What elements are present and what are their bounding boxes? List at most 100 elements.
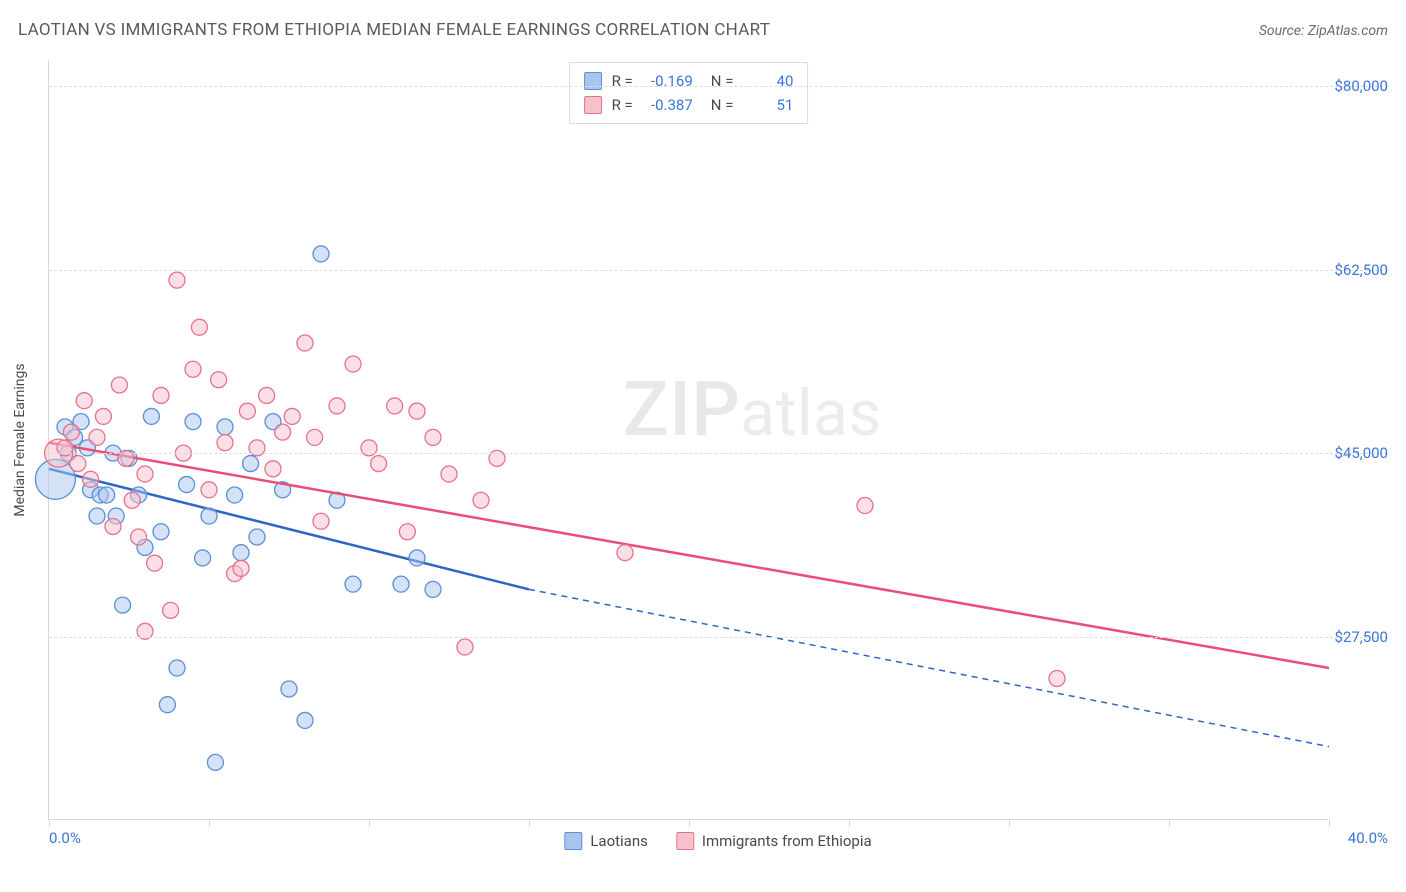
x-tick bbox=[209, 819, 210, 827]
y-tick-label: $80,000 bbox=[1334, 77, 1388, 95]
data-point bbox=[201, 482, 217, 498]
data-point bbox=[345, 576, 361, 592]
legend-top: R =-0.169N =40R =-0.387N =51 bbox=[569, 62, 809, 124]
data-point bbox=[387, 398, 403, 414]
data-point bbox=[111, 377, 127, 393]
data-point bbox=[371, 456, 387, 472]
data-point bbox=[207, 754, 223, 770]
x-tick bbox=[369, 819, 370, 827]
n-value: 51 bbox=[743, 93, 793, 117]
y-axis-label: Median Female Earnings bbox=[12, 363, 28, 516]
n-value: 40 bbox=[743, 69, 793, 93]
x-tick bbox=[689, 819, 690, 827]
legend-top-row: R =-0.387N =51 bbox=[584, 93, 794, 117]
legend-label: Immigrants from Ethiopia bbox=[702, 832, 872, 850]
x-tick bbox=[529, 819, 530, 827]
data-point bbox=[617, 545, 633, 561]
data-point bbox=[297, 335, 313, 351]
legend-bottom: Laotians Immigrants from Ethiopia bbox=[564, 832, 871, 850]
legend-swatch bbox=[564, 832, 582, 850]
data-point bbox=[345, 356, 361, 372]
data-point bbox=[70, 456, 86, 472]
data-point bbox=[233, 545, 249, 561]
data-point bbox=[124, 492, 140, 508]
r-value: -0.169 bbox=[643, 69, 693, 93]
data-point bbox=[393, 576, 409, 592]
data-point bbox=[239, 403, 255, 419]
data-point bbox=[99, 487, 115, 503]
data-point bbox=[95, 408, 111, 424]
data-point bbox=[169, 272, 185, 288]
y-tick-label: $62,500 bbox=[1334, 261, 1388, 279]
legend-bottom-item: Immigrants from Ethiopia bbox=[676, 832, 872, 850]
grid-line bbox=[49, 637, 1388, 638]
x-tick bbox=[49, 819, 50, 827]
data-point bbox=[227, 487, 243, 503]
n-label: N = bbox=[711, 93, 734, 117]
data-point bbox=[329, 398, 345, 414]
data-point bbox=[281, 681, 297, 697]
legend-label: Laotians bbox=[590, 832, 648, 850]
x-tick-label-min: 0.0% bbox=[49, 829, 81, 847]
data-point bbox=[115, 597, 131, 613]
data-point bbox=[163, 602, 179, 618]
data-point bbox=[179, 477, 195, 493]
grid-line bbox=[49, 453, 1388, 454]
data-point bbox=[153, 387, 169, 403]
data-point bbox=[425, 429, 441, 445]
legend-swatch bbox=[584, 72, 602, 90]
data-point bbox=[89, 508, 105, 524]
data-point bbox=[217, 419, 233, 435]
y-tick-label: $45,000 bbox=[1334, 444, 1388, 462]
data-point bbox=[441, 466, 457, 482]
x-tick bbox=[1169, 819, 1170, 827]
data-point bbox=[259, 387, 275, 403]
data-point bbox=[195, 550, 211, 566]
data-point bbox=[159, 697, 175, 713]
grid-line bbox=[49, 86, 1388, 87]
data-point bbox=[409, 403, 425, 419]
x-tick bbox=[1329, 819, 1330, 827]
legend-swatch bbox=[676, 832, 694, 850]
data-point bbox=[1049, 670, 1065, 686]
legend-top-row: R = -0.169 N = 40 bbox=[584, 69, 794, 93]
chart-source: Source: ZipAtlas.com bbox=[1259, 23, 1388, 39]
data-point bbox=[275, 424, 291, 440]
chart-header: LAOTIAN VS IMMIGRANTS FROM ETHIOPIA MEDI… bbox=[18, 20, 1388, 40]
data-point bbox=[169, 660, 185, 676]
data-point bbox=[399, 524, 415, 540]
data-point bbox=[473, 492, 489, 508]
data-point bbox=[63, 424, 79, 440]
chart-title: LAOTIAN VS IMMIGRANTS FROM ETHIOPIA MEDI… bbox=[18, 20, 770, 40]
plot-svg bbox=[49, 60, 1329, 820]
data-point bbox=[137, 466, 153, 482]
chart-container: Median Female Earnings ZIPatlas R =-0.16… bbox=[48, 60, 1388, 820]
data-point bbox=[201, 508, 217, 524]
data-point bbox=[307, 429, 323, 445]
data-point bbox=[265, 461, 281, 477]
data-point bbox=[409, 550, 425, 566]
trend-line-dashed bbox=[529, 589, 1329, 746]
y-tick-label: $27,500 bbox=[1334, 628, 1388, 646]
data-point bbox=[191, 319, 207, 335]
data-point bbox=[249, 529, 265, 545]
plot-area: ZIPatlas R =-0.169N =40R =-0.387N =51 $2… bbox=[48, 60, 1328, 820]
data-point bbox=[76, 393, 92, 409]
legend-swatch bbox=[584, 96, 602, 114]
r-label: R = bbox=[612, 69, 633, 93]
legend-bottom-item: Laotians bbox=[564, 832, 648, 850]
x-tick bbox=[1009, 819, 1010, 827]
data-point bbox=[153, 524, 169, 540]
data-point bbox=[83, 471, 99, 487]
data-point bbox=[131, 529, 147, 545]
x-tick-label-max: 40.0% bbox=[1348, 829, 1388, 847]
data-point bbox=[143, 408, 159, 424]
data-point bbox=[105, 518, 121, 534]
data-point bbox=[243, 456, 259, 472]
data-point bbox=[147, 555, 163, 571]
r-label: R = bbox=[612, 93, 633, 117]
data-point bbox=[313, 246, 329, 262]
data-point bbox=[425, 581, 441, 597]
n-label: N = bbox=[711, 69, 734, 93]
data-point bbox=[89, 429, 105, 445]
